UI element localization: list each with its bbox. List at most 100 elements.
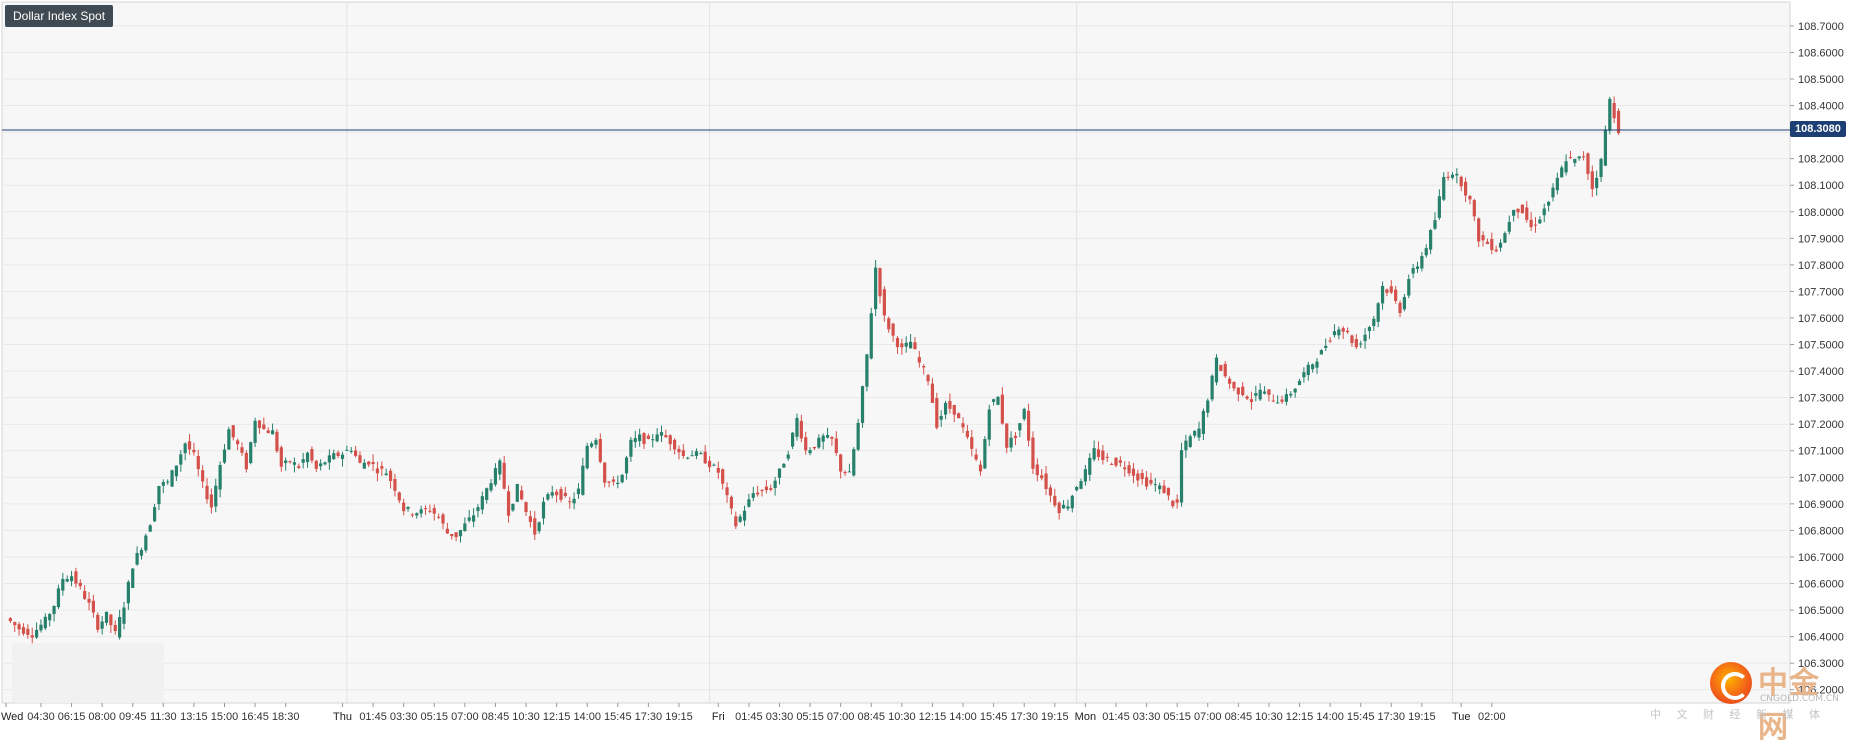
candle-body — [537, 522, 541, 532]
x-tick-label: 12:15 — [543, 711, 571, 723]
candle-body — [1179, 450, 1184, 503]
candle-body — [480, 496, 484, 510]
x-tick-label: Mon — [1075, 711, 1096, 723]
candle-body — [506, 491, 511, 516]
candle-body — [1442, 177, 1446, 200]
candle-body — [1040, 475, 1044, 479]
candle-body — [262, 424, 266, 430]
x-tick-label: 01:45 — [359, 711, 387, 723]
candle-body — [1228, 378, 1232, 384]
watermark-logo: 中金网 CNGOLD.COM.CN 中 文 财 经 新 媒 体 — [1650, 658, 1850, 745]
candle-body — [1608, 98, 1612, 131]
x-tick-label: 03:30 — [1133, 711, 1161, 723]
x-tick-label: 08:45 — [857, 711, 885, 723]
candle-body — [664, 435, 668, 438]
candle-body — [1459, 176, 1463, 187]
candle-body — [1092, 448, 1096, 460]
candle-body — [222, 449, 227, 463]
candle-body — [1184, 440, 1188, 451]
candle-body — [769, 488, 773, 490]
candle-body — [1127, 465, 1131, 474]
y-tick-label: 108.6000 — [1798, 47, 1844, 59]
candle-body — [476, 507, 480, 512]
candle-body — [1162, 485, 1166, 494]
candle-body — [1022, 408, 1026, 420]
x-tick-label: 08:45 — [1225, 711, 1253, 723]
candle-body — [777, 468, 782, 478]
candle-body — [642, 433, 646, 445]
candle-body — [751, 493, 755, 498]
candle-body — [1599, 158, 1603, 178]
x-tick-label: 03:30 — [390, 711, 418, 723]
candle-body — [410, 514, 415, 516]
x-tick-label: 06:15 — [58, 711, 86, 723]
candle-body — [275, 431, 279, 452]
x-tick-label: 13:15 — [180, 711, 208, 723]
candle-body — [74, 571, 78, 584]
candle-body — [13, 622, 17, 626]
candle-body — [716, 467, 720, 473]
candle-body — [821, 435, 825, 442]
x-tick-label: 07:00 — [827, 711, 855, 723]
x-tick-label: 15:45 — [980, 711, 1008, 723]
candle-body — [725, 487, 729, 496]
y-tick-label: 107.1000 — [1798, 446, 1844, 458]
x-tick-label: 08:45 — [482, 711, 510, 723]
candle-body — [161, 482, 165, 486]
candle-body — [690, 455, 694, 457]
candle-body — [1083, 469, 1087, 482]
candle-body — [852, 449, 856, 476]
candle-body — [397, 492, 401, 501]
candle-body — [1000, 394, 1004, 424]
candle-body — [1201, 410, 1205, 434]
x-tick-label: 02:00 — [1478, 711, 1506, 723]
candle-body — [1538, 219, 1542, 224]
candle-body — [1463, 181, 1468, 196]
x-tick-label: 01:45 — [735, 711, 763, 723]
candle-body — [1197, 428, 1201, 438]
candle-body — [109, 614, 113, 626]
candle-body — [673, 439, 677, 450]
x-tick-label: 15:45 — [604, 711, 632, 723]
candle-body — [970, 437, 974, 449]
candle-body — [1394, 289, 1398, 301]
candle-body — [445, 528, 449, 534]
y-tick-label: 107.2000 — [1798, 419, 1844, 431]
candle-body — [594, 440, 598, 445]
x-tick-label: 10:30 — [888, 711, 916, 723]
candle-body — [734, 516, 738, 527]
current-price-label: 108.3080 — [1790, 120, 1846, 137]
x-tick-label: 14:00 — [1316, 711, 1344, 723]
candle-body — [764, 486, 768, 491]
candle-body — [1407, 279, 1411, 296]
candle-body — [297, 466, 301, 468]
candle-body — [415, 513, 419, 516]
candle-body — [1258, 389, 1262, 400]
candle-body — [1311, 364, 1315, 370]
candle-body — [511, 503, 515, 511]
candle-body — [1446, 176, 1450, 178]
candle-body — [585, 445, 589, 469]
candle-body — [1477, 218, 1481, 242]
candle-body — [1385, 289, 1389, 293]
candle-body — [681, 450, 685, 456]
x-tick-label: Thu — [333, 711, 352, 723]
candle-body — [825, 434, 830, 438]
candle-body — [502, 462, 506, 489]
candle-body — [1328, 340, 1332, 342]
candle-body — [1013, 435, 1018, 438]
candle-body — [498, 460, 502, 475]
candle-body — [91, 600, 95, 613]
candle-body — [1363, 334, 1367, 342]
candle-body — [253, 420, 257, 443]
candle-body — [1398, 302, 1402, 314]
candle-body — [1507, 221, 1511, 232]
candle-body — [1241, 386, 1245, 396]
candle-body — [961, 423, 965, 428]
candle-body — [1306, 364, 1310, 376]
candle-body — [78, 582, 82, 587]
candle-body — [1494, 249, 1498, 252]
candle-body — [17, 624, 21, 630]
candle-body — [236, 440, 240, 445]
y-tick-label: 106.3000 — [1798, 658, 1844, 670]
